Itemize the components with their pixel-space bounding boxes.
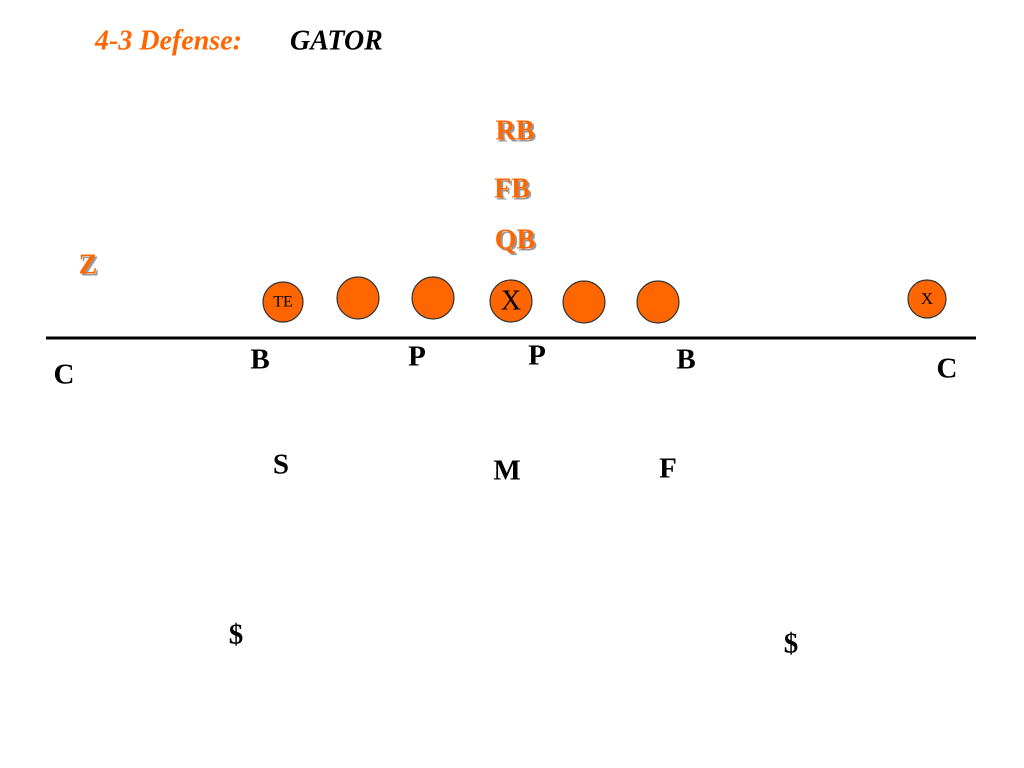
tight-end-label: TE: [273, 294, 293, 311]
title-name: GATOR: [290, 25, 383, 56]
defender: $: [784, 628, 799, 660]
lineman: [411, 276, 455, 320]
split-end-label: X: [921, 289, 933, 308]
defender: $: [229, 619, 244, 651]
defender: S: [273, 449, 289, 481]
defender: C: [54, 359, 75, 391]
defender: M: [493, 455, 520, 487]
defender: P: [528, 340, 546, 372]
defender: F: [659, 453, 677, 485]
defender: B: [676, 344, 695, 376]
center: [489, 279, 533, 323]
back-label: RB: [496, 115, 535, 146]
defender: B: [250, 344, 269, 376]
tight-end: [262, 281, 304, 323]
title-prefix: 4-3 Defense:: [94, 25, 242, 56]
defender: C: [937, 353, 958, 385]
back-label: FB: [494, 173, 530, 204]
split-end: [907, 279, 947, 319]
center-label: X: [501, 285, 521, 316]
lineman: [562, 280, 606, 324]
back-label: QB: [495, 224, 535, 255]
lineman: [636, 280, 680, 324]
flanker-label: Z: [79, 249, 98, 280]
defender: P: [408, 341, 426, 373]
lineman: [336, 276, 380, 320]
